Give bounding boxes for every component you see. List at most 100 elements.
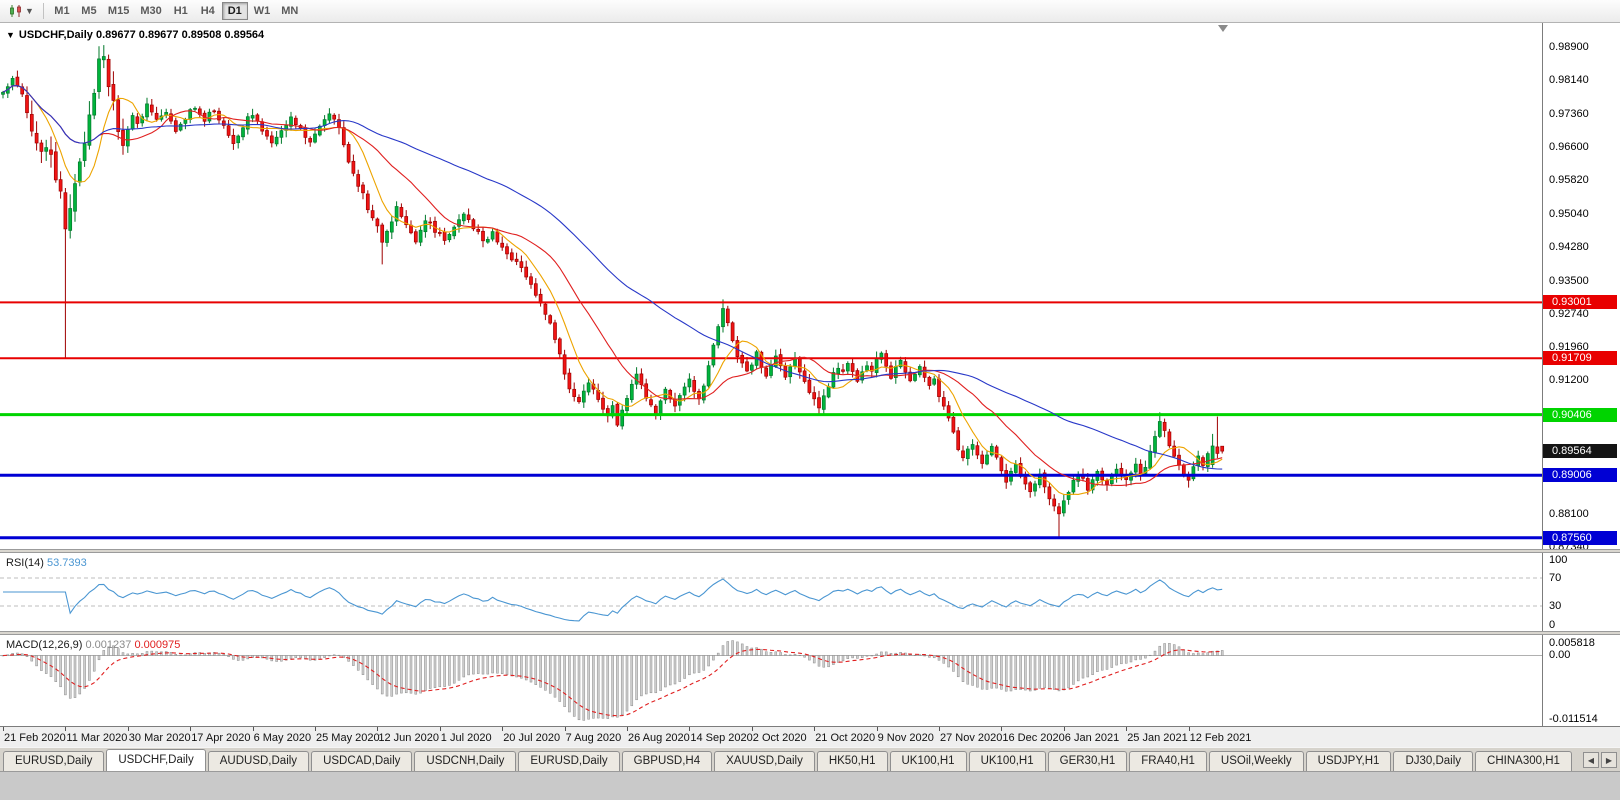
chart-tab-9-uk100-h1[interactable]: UK100,H1 [889,751,967,771]
time-axis-tick [564,727,566,731]
time-axis-label: 12 Jun 2020 [378,732,439,744]
chart-type-button[interactable]: ▼ [4,2,38,21]
timeframe-button-m15[interactable]: M15 [107,5,130,17]
chart-tab-bar: EURUSD,Daily USDCHF,Daily AUDUSD,Daily USDC… [0,747,1620,771]
time-axis-tick [252,727,254,731]
time-axis-tick [876,727,878,731]
price-scale-label: 0.92740 [1549,307,1589,320]
timeframe-button-m1[interactable]: M1 [54,5,70,17]
time-axis-label: 21 Feb 2020 [4,732,66,744]
time-axis-label: 12 Feb 2021 [1189,732,1252,744]
time-axis-label: 6 Jan 2021 [1064,732,1120,744]
time-axis-label: 30 Mar 2020 [128,732,191,744]
chart-symbol-label: USDCHF,Daily [18,29,93,41]
collapse-triangle-icon[interactable]: ▼ [6,30,15,40]
window-footer [0,771,1620,800]
tab-scroll-left-icon[interactable]: ◀ [1583,752,1599,768]
time-axis-label: 7 Aug 2020 [565,732,622,744]
rsi-indicator-plot[interactable] [0,553,1542,631]
time-axis-label: 1 Jul 2020 [440,732,492,744]
price-level-tag-0.89006[interactable]: 0.89006 [1543,468,1617,483]
time-axis-tick [190,727,192,731]
chart-tab-12-fra40-h1[interactable]: FRA40,H1 [1129,751,1207,771]
time-axis-tick [1001,727,1003,731]
time-axis-tick [3,727,4,731]
time-axis-tick [1063,727,1065,731]
chart-tab-7-xauusd-daily[interactable]: XAUUSD,Daily [714,751,815,771]
rsi-name: RSI(14) [6,557,44,569]
price-scale-label: 0.88100 [1549,508,1589,521]
macd-indicator-plot[interactable] [0,635,1542,726]
panel-separator[interactable] [0,549,1620,553]
time-axis-tick [315,727,316,731]
chart-title: ▼ USDCHF,Daily 0.89677 0.89677 0.89508 0.… [6,29,264,41]
toolbar-separator [42,3,44,19]
price-scale-label: 0.98140 [1549,74,1589,87]
chart-tab-1-usdchf-daily[interactable]: USDCHF,Daily [106,749,206,771]
price-level-tag-0.93001[interactable]: 0.93001 [1543,295,1617,310]
chart-ohlc-values: 0.89677 0.89677 0.89508 0.89564 [95,29,265,41]
timeframe-buttons-group: M1 M5 M15 M30 H1 H4 D1 W1 MN [49,2,304,20]
macd-signal-value: 0.000975 [134,639,181,651]
timeframe-toolbar: ▼ M1 M5 M15 M30 H1 H4 D1 W1 MN [0,0,1620,23]
main-chart-panel [0,23,1542,549]
price-scale[interactable]: 0.98900 0.98140 0.97360 0.96600 0.95820 0.950… [1542,23,1620,726]
chart-tab-14-usdjpy-h1[interactable]: USDJPY,H1 [1305,751,1392,771]
time-axis-label: 9 Nov 2020 [877,732,934,744]
chart-tab-8-hk50-h1[interactable]: HK50,H1 [816,751,888,771]
chart-tab-4-usdcnh-daily[interactable]: USDCNH,Daily [414,751,517,771]
chart-tab-0-eurusd-daily[interactable]: EURUSD,Daily [3,751,105,771]
price-scale-label: 0.95820 [1549,174,1589,187]
time-axis-tick [814,727,816,731]
macd-name: MACD(12,26,9) [6,639,83,651]
time-axis-label: 14 Sep 2020 [690,732,753,744]
macd-histogram [1,640,1224,721]
macd-scale-label: 0.00 [1549,649,1571,662]
time-axis[interactable]: 21 Feb 2020 11 Mar 2020 30 Mar 2020 17 Apr … [0,726,1620,747]
chart-tab-11-ger30-h1[interactable]: GER30,H1 [1047,751,1128,771]
chart-tab-6-gbpusd-h4[interactable]: GBPUSD,H4 [621,751,713,771]
timeframe-button-m5[interactable]: M5 [81,5,97,17]
time-axis-label: 25 May 2020 [316,732,380,744]
chart-tab-2-audusd-daily[interactable]: AUDUSD,Daily [207,751,310,771]
chart-tab-13-usoil-weekly[interactable]: USOil,Weekly [1208,751,1304,771]
chart-tab-3-usdcad-daily[interactable]: USDCAD,Daily [311,751,413,771]
candlestick-chart-icon [10,5,21,17]
price-scale-label: 0.98900 [1549,41,1589,54]
tab-scrollers: ◀ ▶ [1583,752,1617,768]
timeframe-button-h4[interactable]: H4 [200,5,215,17]
price-level-tag-0.90406[interactable]: 0.90406 [1543,407,1617,422]
macd-main-value: 0.001237 [85,639,132,651]
timeframe-button-w1[interactable]: W1 [253,5,271,17]
price-scale-label: 0.91960 [1549,341,1589,354]
timeframe-button-h1[interactable]: H1 [173,5,188,17]
price-scale-label: 0.95040 [1549,208,1589,221]
chart-shift-marker-icon[interactable] [1218,25,1229,32]
time-axis-label: 20 Jul 2020 [503,732,561,744]
timeframe-button-m30[interactable]: M30 [140,5,162,17]
time-axis-tick [127,727,129,731]
time-axis-tick [439,727,441,731]
price-level-tag-0.87560[interactable]: 0.87560 [1543,530,1617,545]
rsi-scale-label: 70 [1549,572,1562,584]
chart-tab-10-uk100-h1[interactable]: UK100,H1 [968,751,1046,771]
tab-scroll-right-icon[interactable]: ▶ [1601,752,1617,768]
time-axis-tick [65,727,67,731]
chart-tab-16-china300-h1[interactable]: CHINA300,H1 [1475,751,1572,771]
price-chart-plot[interactable] [0,23,1542,549]
moving-average-line-55 [2,85,1223,470]
time-axis-label: 27 Nov 2020 [940,732,1003,744]
timeframe-button-mn[interactable]: MN [281,5,299,17]
moving-average-line-21 [2,85,1223,486]
chart-tab-15-dj30-daily[interactable]: DJ30,Daily [1393,751,1474,771]
time-axis-tick [627,727,628,731]
panel-separator[interactable] [0,631,1620,635]
rsi-value: 53.7393 [46,557,87,569]
chart-tab-5-eurusd-daily[interactable]: EURUSD,Daily [518,751,620,771]
timeframe-button-d1[interactable]: D1 [221,2,248,20]
price-level-tag-0.91709[interactable]: 0.91709 [1543,351,1617,366]
time-axis-label: 21 Oct 2020 [815,732,876,744]
rsi-scale-label: 0 [1549,619,1556,631]
time-axis-label: 6 May 2020 [253,732,312,744]
rsi-scale-label: 100 [1549,554,1568,566]
